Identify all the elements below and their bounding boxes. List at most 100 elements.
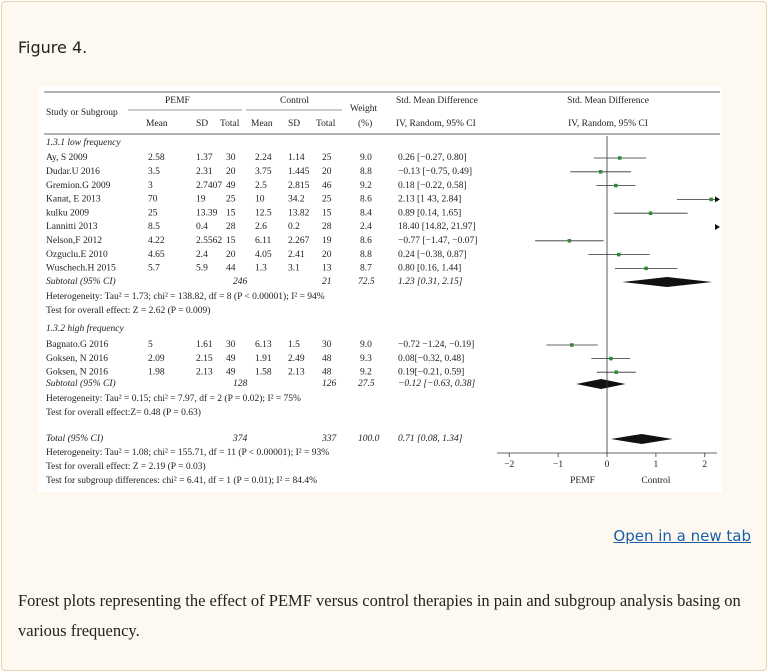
estimate-marker [616,252,621,257]
heterogeneity: Heterogeneity: Tau² = 1.73; chi² = 138.8… [46,291,325,302]
cell: 13.82 [288,208,310,218]
cell: 2.815 [288,181,310,191]
estimate-marker [617,156,622,160]
cell: 18.40 [14.82, 21.97] [398,222,476,232]
cell: 20 [322,167,332,177]
open-link[interactable]: Open in a new tab [613,527,751,545]
cell: Dudar.U 2016 [46,167,100,177]
cell: 49 [226,367,236,377]
cell: 8.5 [148,222,160,232]
cell: 1.5 [288,340,300,350]
cell: 2.13 [196,367,213,377]
cell: 9.2 [360,367,372,377]
cell: 19 [322,236,332,246]
cell: Wuschech.H 2015 [46,264,116,274]
header: IV, Random, 95% CI [568,119,648,129]
cell: 30 [322,340,332,350]
axis-right-label: Control [641,476,670,486]
cell: 2.6 [255,222,267,232]
subtotal-ci: −0.12 [−0.63, 0.38] [398,379,476,389]
subtotal-weight: 100.0 [358,434,380,444]
cell: Goksen, N 2016 [46,354,108,364]
estimate-marker [648,211,653,215]
cell: 2.41 [288,250,305,260]
cell: 1.14 [288,153,305,163]
cell: 30 [226,340,236,350]
subtotal-pemf: 374 [232,434,248,444]
cell: 2.4 [360,222,372,232]
axis-left-label: PEMF [570,476,595,486]
cell: 15 [322,208,332,218]
cell: 0.26 [−0.27, 0.80] [398,153,467,163]
subtotal-label: Subtotal (95% CI) [46,276,116,287]
estimate-marker [570,343,574,347]
cell: 19 [196,195,206,205]
cell: 13.39 [196,208,218,218]
cell: Gremion.G 2009 [46,181,111,191]
cell: 2.4 [196,250,208,260]
x-tick-label: 0 [605,460,610,470]
cell: 2.7407 [196,181,222,191]
subtotal-control: 21 [322,277,332,287]
cell: 8.7 [360,264,372,274]
header: Std. Mean Difference [396,95,478,106]
x-tick-label: 2 [702,460,707,470]
cell: 1.445 [288,167,310,177]
sub-header: Mean [146,119,168,129]
cell: 20 [226,250,236,260]
cell: 5.7 [148,264,160,274]
cell: 9.0 [360,340,372,350]
ci-arrow [715,196,720,203]
cell: 2.15 [196,354,213,364]
cell: 49 [226,181,236,191]
cell: −0.72 −1.24, −0.19] [398,340,474,350]
header: Study or Subgroup [46,108,118,118]
cell: 8.8 [360,250,372,260]
cell: 15 [226,236,236,246]
cell: 20 [226,167,236,177]
cell: Nelson,F 2012 [46,236,102,246]
header: Weight [350,104,378,114]
cell: −0.77 [−1.47, −0.07] [398,236,477,246]
cell: 2.49 [288,354,305,364]
cell: 1.98 [148,367,165,377]
cell: 1.91 [255,354,272,364]
estimate-marker [644,266,648,271]
subtotal-control: 337 [321,434,338,444]
cell: 30 [226,153,236,163]
cell: Bagnato.G 2016 [46,340,109,350]
cell: Ay, S 2009 [46,153,88,163]
pooled-diamond [622,277,713,287]
sub-header: Total [220,119,240,129]
cell: 1.37 [196,153,213,163]
cell: 10 [255,195,265,205]
estimate-marker [709,197,713,202]
sub-header: SD [196,119,208,129]
ci-arrow [715,224,720,230]
cell: 5 [148,340,153,350]
cell: 6.11 [255,236,272,246]
cell: 70 [148,195,158,205]
subtotal-control: 126 [322,379,337,389]
estimate-marker [609,356,613,361]
cell: 28 [226,222,236,232]
cell: 0.18 [−0.22, 0.58] [398,181,467,191]
pooled-diamond [576,379,626,389]
cell: 25 [322,195,332,205]
overall-test: Test for overall effect:Z= 0.48 (P = 0.6… [46,407,201,418]
cell: 4.65 [148,250,165,260]
subgroup-test: Test for subgroup differences: chi² = 6.… [46,475,317,486]
header: Std. Mean Difference [567,95,649,106]
cell: 48 [322,354,332,364]
x-tick-label: −2 [504,460,514,470]
cell: 9.2 [360,181,372,191]
figure-background [38,86,722,492]
cell: 0.4 [196,222,208,232]
cell: 3.75 [255,167,272,177]
subtotal-ci: 0.71 [0.08, 1.34] [398,434,463,444]
figure-label: Figure 4. [18,38,88,57]
header: PEMF [165,96,190,106]
cell: 4.05 [255,250,272,260]
cell: 28 [322,222,332,232]
